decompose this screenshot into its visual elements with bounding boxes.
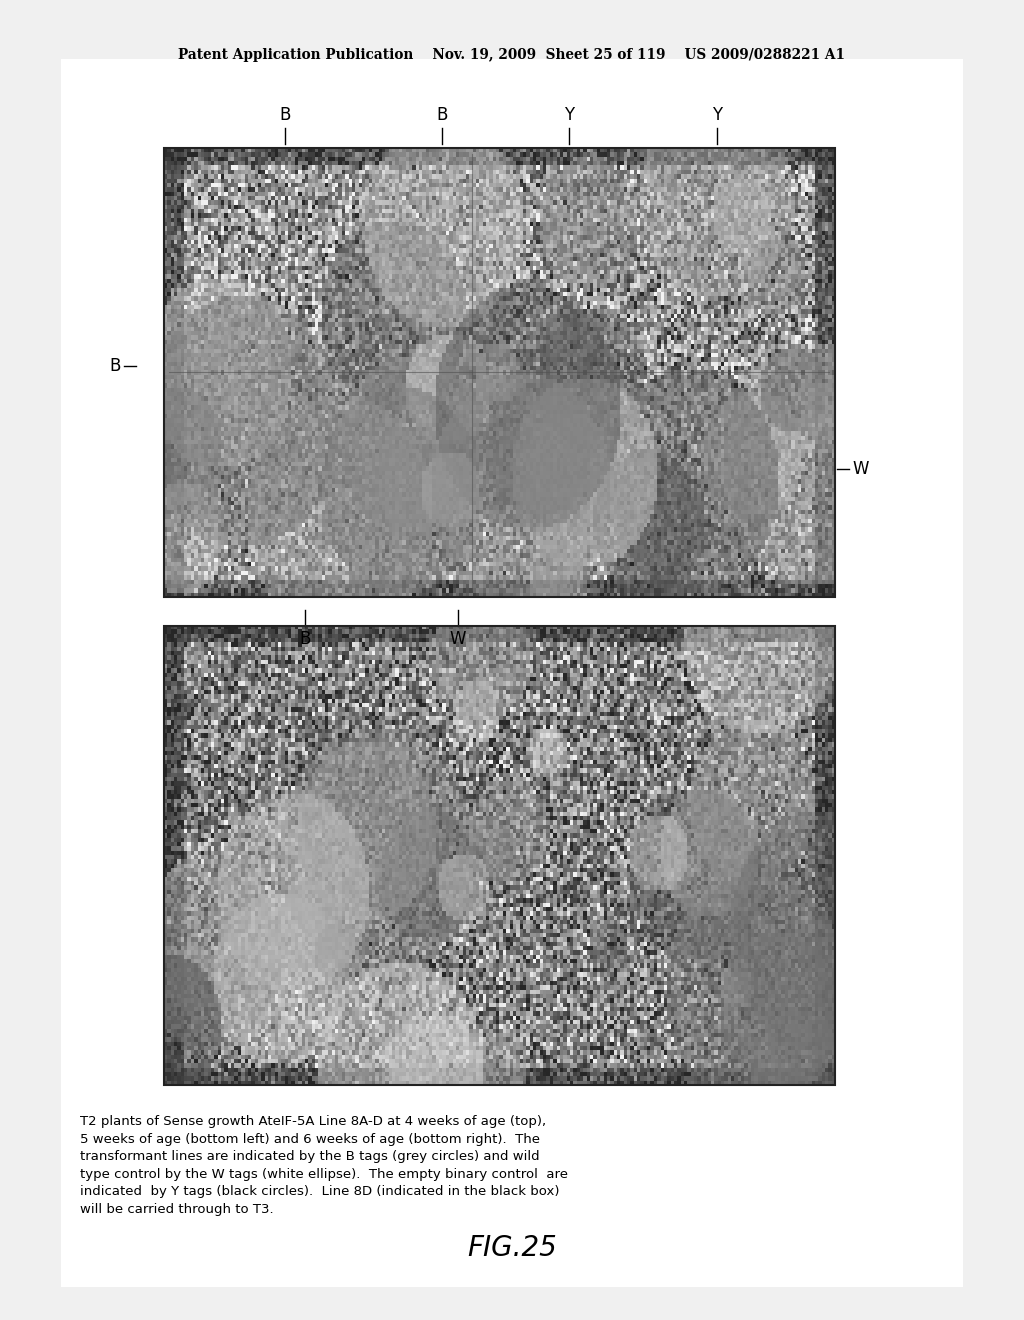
Text: B: B	[110, 356, 121, 375]
Text: Patent Application Publication    Nov. 19, 2009  Sheet 25 of 119    US 2009/0288: Patent Application Publication Nov. 19, …	[178, 49, 846, 62]
Text: FIG.25: FIG.25	[467, 1234, 557, 1262]
Text: W: W	[450, 630, 466, 648]
Text: Y: Y	[712, 106, 722, 124]
Text: Y: Y	[564, 106, 574, 124]
Bar	[164, 626, 835, 1085]
Bar	[61, 59, 963, 1287]
Text: W: W	[852, 459, 868, 478]
Text: B: B	[436, 106, 449, 124]
Text: T2 plants of Sense growth AteIF-5A Line 8A-D at 4 weeks of age (top),
5 weeks of: T2 plants of Sense growth AteIF-5A Line …	[80, 1115, 568, 1216]
Text: B: B	[299, 630, 311, 648]
Text: B: B	[279, 106, 291, 124]
Bar	[164, 148, 835, 597]
